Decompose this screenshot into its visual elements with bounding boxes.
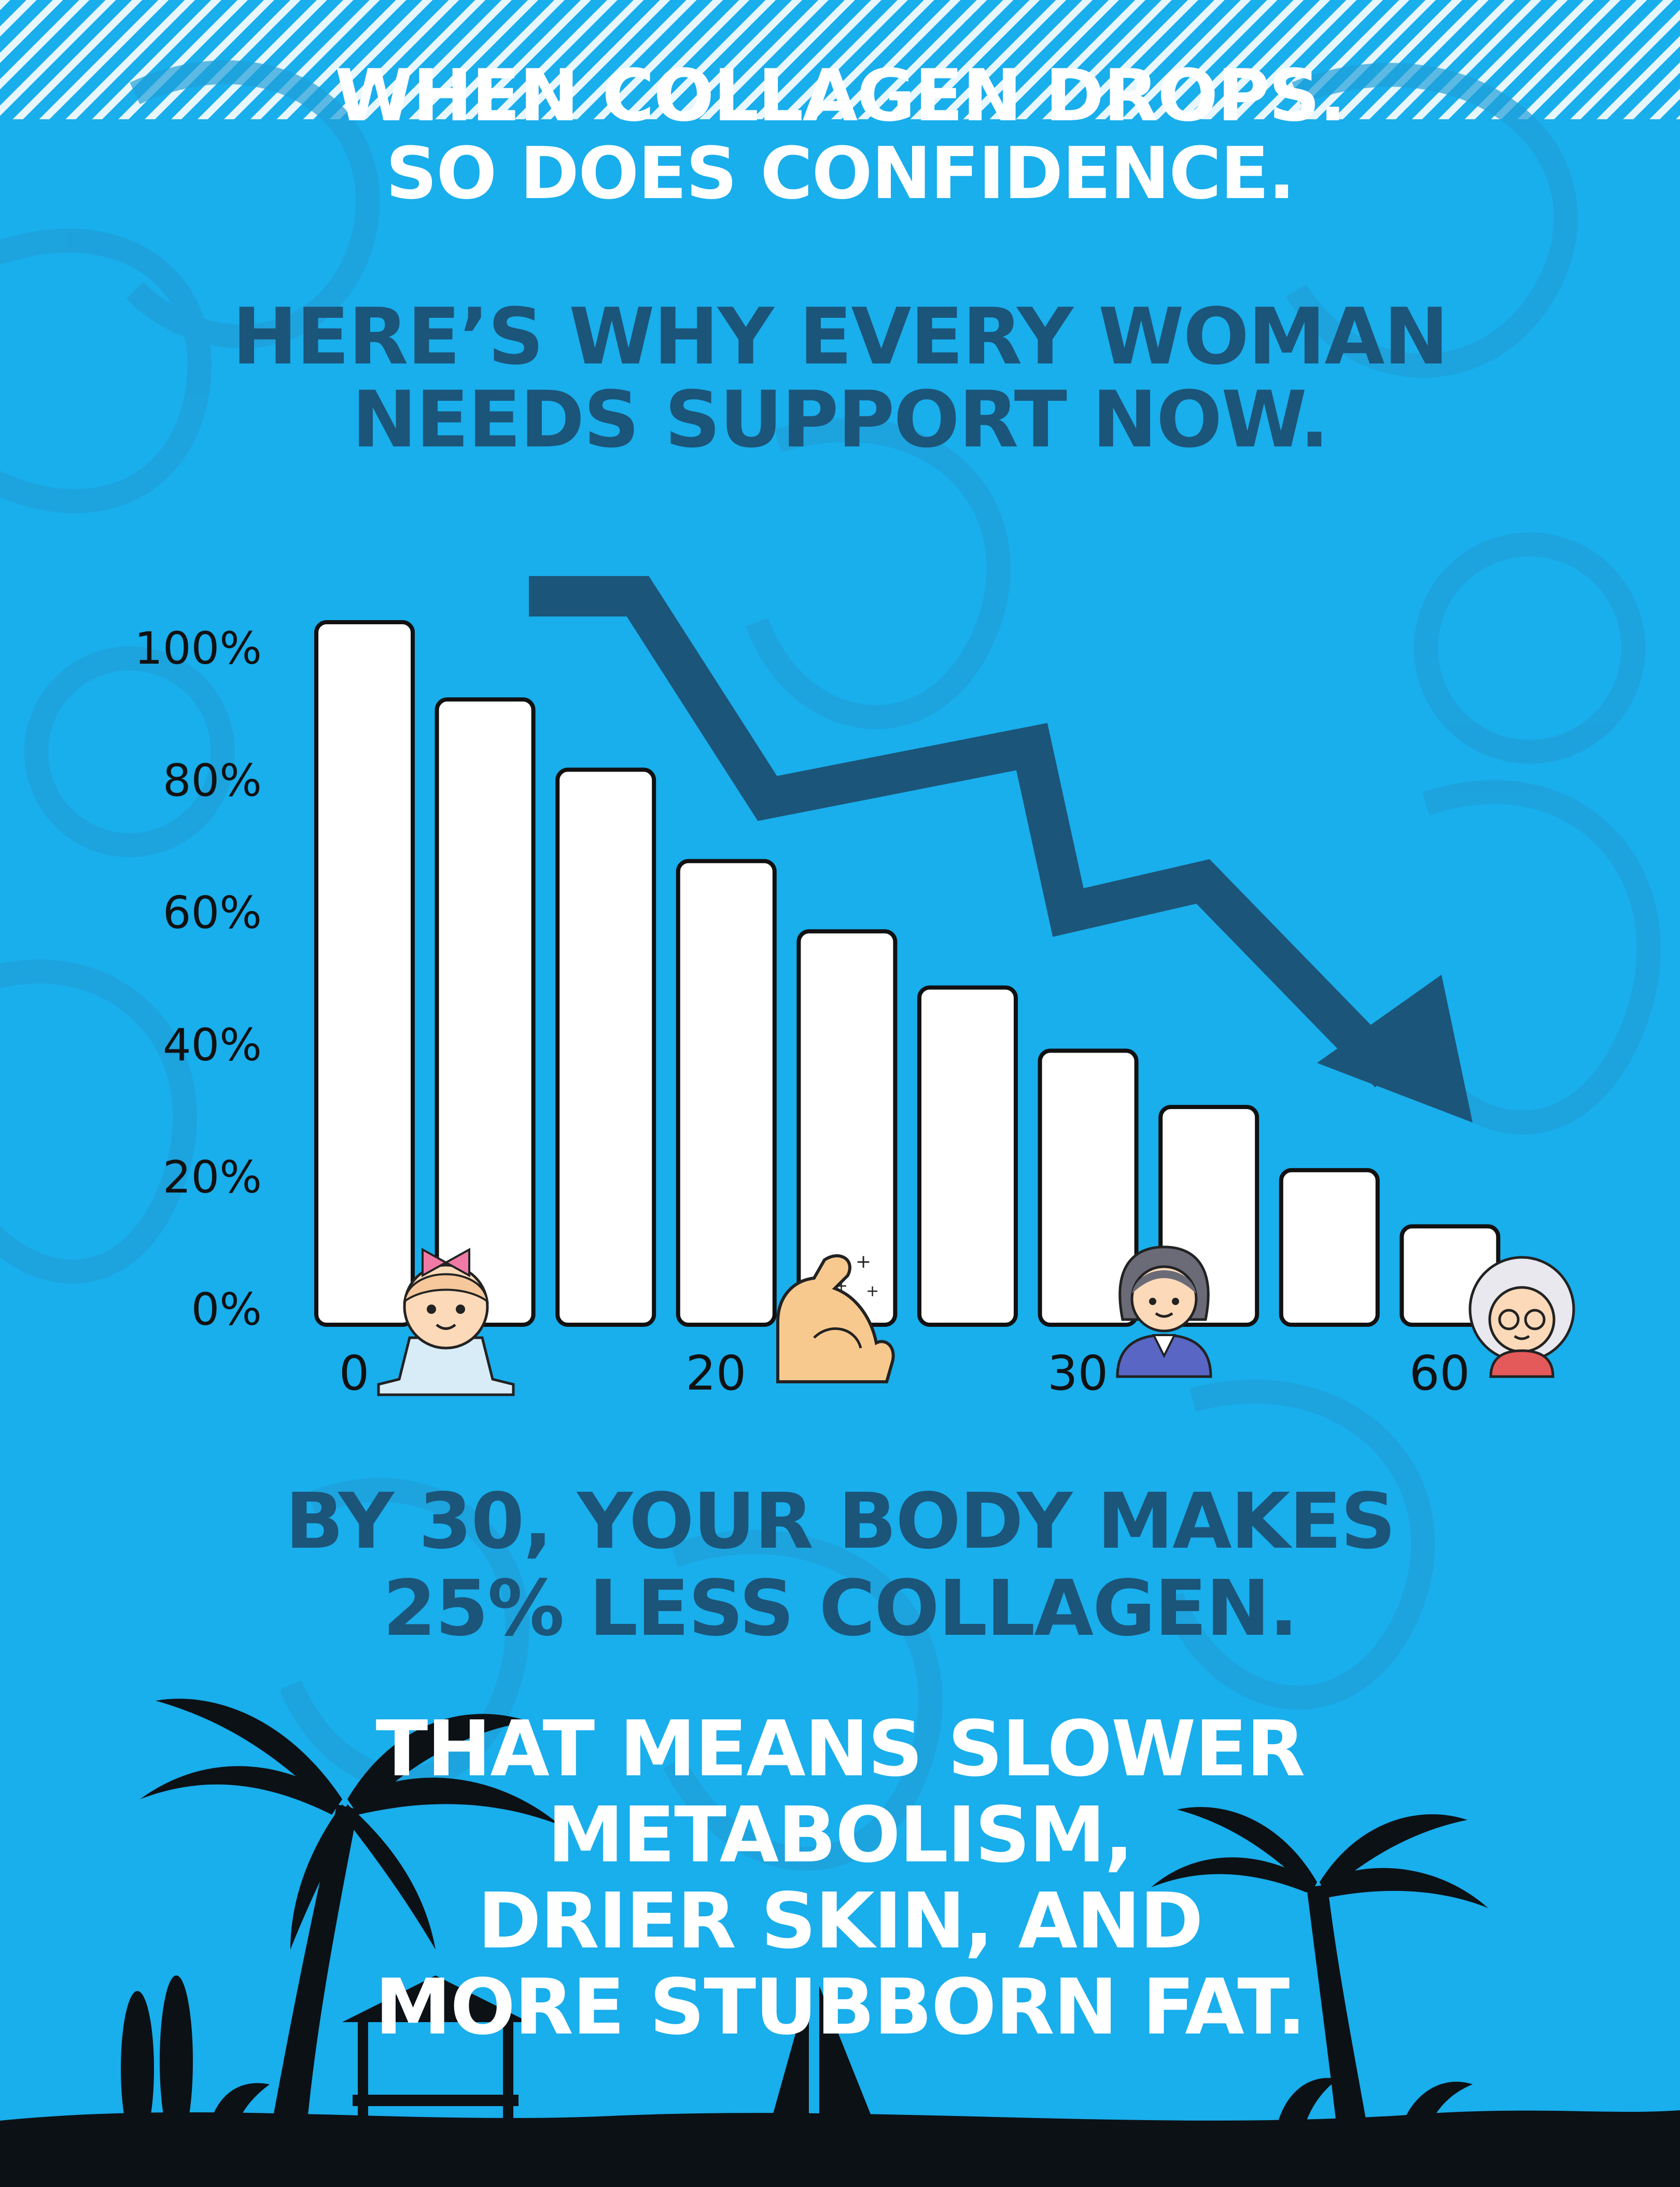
sailboat-icon [741, 1986, 902, 2152]
collagen-bar-chart: 100% 80% 60% 40% 20% 0% 0 20 30 60 + + + [134, 576, 1575, 1401]
result-line: METABOLISM, [547, 1790, 1133, 1880]
svg-text:+: + [866, 1282, 879, 1300]
beach-silhouette [0, 1699, 1680, 2187]
grandmother-icon [1468, 1256, 1575, 1378]
woman-icon [1116, 1245, 1212, 1378]
y-tick-label: 100% [134, 623, 262, 675]
baby-icon [377, 1247, 515, 1396]
x-tick-label: 20 [685, 1345, 746, 1401]
y-tick-label: 40% [163, 1019, 262, 1071]
sub-headline-line: NEEDS SUPPORT NOW. [352, 375, 1329, 465]
x-tick-label: 60 [1409, 1345, 1470, 1401]
bar [435, 697, 536, 1327]
x-tick-label: 30 [1047, 1345, 1108, 1401]
sub-headline-line: HERE’S WHY EVERY WOMAN [232, 292, 1449, 382]
bar [1038, 1048, 1139, 1327]
flexed-bicep-icon: + + + [776, 1251, 895, 1383]
bar [555, 767, 656, 1327]
surfboard-icon [121, 1975, 193, 2147]
y-axis: 100% 80% 60% 40% 20% 0% [134, 623, 262, 1336]
palm-tree-icon [140, 1699, 560, 2136]
fact-headline: BY 30, YOUR BODY MAKES 25% LESS COLLAGEN… [0, 1478, 1680, 1652]
palm-tree-icon [1151, 1807, 1488, 2136]
x-axis: 0 20 30 60 [339, 1345, 1470, 1401]
y-tick-label: 0% [191, 1284, 262, 1336]
y-tick-label: 20% [163, 1152, 262, 1203]
y-tick-label: 80% [163, 755, 262, 807]
bar [917, 985, 1018, 1327]
bar [676, 859, 777, 1327]
trend-arrow-head [1317, 975, 1473, 1123]
x-tick-label: 0 [339, 1345, 370, 1401]
bar [1279, 1168, 1380, 1327]
trend-arrow [529, 576, 1473, 1123]
bars [314, 620, 1501, 1327]
striped-top-band [0, 0, 1680, 119]
result-line: THAT MEANS SLOWER [375, 1704, 1306, 1793]
svg-text:+: + [856, 1251, 871, 1272]
result-line: MORE STUBBORN FAT. [374, 1962, 1306, 2052]
headline-line: WHEN COLLAGEN DROPS. [334, 54, 1347, 137]
trend-arrow-line [529, 576, 1404, 1088]
sub-headline: HERE’S WHY EVERY WOMAN NEEDS SUPPORT NOW… [0, 296, 1680, 461]
result-line: DRIER SKIN, AND [478, 1876, 1203, 1966]
fact-line: 25% LESS COLLAGEN. [383, 1564, 1298, 1653]
fact-line: BY 30, YOUR BODY MAKES [285, 1477, 1396, 1566]
y-tick-label: 60% [163, 887, 262, 939]
result-headline: THAT MEANS SLOWER METABOLISM, DRIER SKIN… [0, 1706, 1680, 2050]
svg-text:+: + [835, 1277, 848, 1295]
main-headline: WHEN COLLAGEN DROPS. SO DOES CONFIDENCE. [0, 57, 1680, 213]
headline-line: SO DOES CONFIDENCE. [385, 132, 1295, 215]
flower-outline-pattern [0, 60, 1661, 1871]
bar [314, 620, 415, 1327]
beach-hut-icon [342, 1975, 529, 2126]
